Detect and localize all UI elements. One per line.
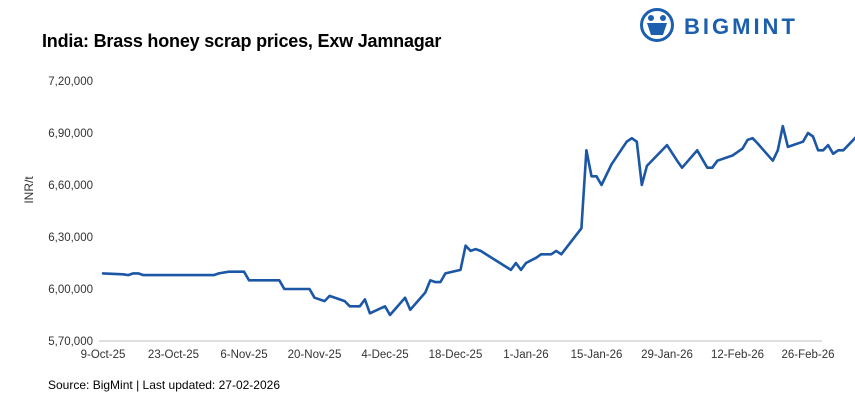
bigmint-logo-icon [640, 8, 674, 42]
x-tick-label: 29-Jan-26 [641, 349, 693, 361]
x-tick-label: 4-Dec-25 [361, 349, 408, 361]
chart-series [101, 124, 855, 317]
y-tick-label: 7,20,000 [48, 76, 93, 88]
brand-logo: BIGMINT [640, 8, 820, 42]
price-series-line [101, 124, 855, 317]
y-tick-label: 6,30,000 [48, 232, 93, 244]
source-name: BigMint [92, 378, 133, 392]
x-tick-label: 6-Nov-25 [220, 349, 267, 361]
x-tick-label: 12-Feb-26 [711, 349, 764, 361]
y-tick-label: 5,70,000 [48, 336, 93, 348]
source-label: Source: [48, 378, 90, 392]
x-tick-label: 20-Nov-25 [288, 349, 342, 361]
chart-title: India: Brass honey scrap prices, Exw Jam… [42, 31, 442, 51]
y-tick-label: 6,90,000 [48, 128, 93, 140]
updated-date: 27-02-2026 [218, 378, 280, 392]
x-tick-label: 15-Jan-26 [571, 349, 623, 361]
updated-label: Last updated: [142, 378, 216, 392]
x-tick-label: 26-Feb-26 [781, 349, 834, 361]
source-note: Source: BigMint | Last updated: 27-02-20… [48, 378, 280, 392]
y-tick-label: 6,00,000 [48, 284, 93, 296]
chart-ticks: 5,70,000 6,00,000 6,30,000 6,60,000 6,90,000… [48, 76, 834, 361]
x-tick-label: 9-Oct-25 [81, 349, 126, 361]
y-tick-label: 6,60,000 [48, 180, 93, 192]
x-tick-label: 18-Dec-25 [429, 349, 483, 361]
brand-name: BIGMINT [684, 14, 798, 39]
y-axis-label: INR/t [22, 176, 36, 204]
source-separator: | [136, 378, 140, 392]
x-tick-label: 1-Jan-26 [503, 349, 548, 361]
x-tick-label: 23-Oct-25 [148, 349, 199, 361]
